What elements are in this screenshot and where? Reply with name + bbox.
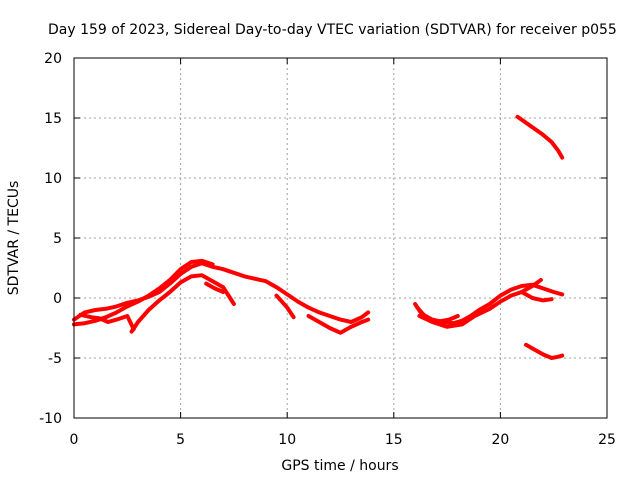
series-track-9 bbox=[417, 278, 543, 329]
series-track-5 bbox=[204, 281, 226, 294]
series-track-3 bbox=[78, 312, 136, 332]
x-axis-label: GPS time / hours bbox=[281, 458, 398, 474]
series-track-7 bbox=[306, 314, 371, 335]
series-track-11 bbox=[519, 290, 554, 303]
y-tick-label: 0 bbox=[53, 291, 62, 307]
x-tick-label: 0 bbox=[70, 432, 79, 448]
series-track-1 bbox=[72, 261, 371, 324]
data-series bbox=[72, 114, 565, 360]
x-tick-label: 25 bbox=[598, 432, 616, 448]
series-track-10 bbox=[415, 305, 460, 324]
plot-frame bbox=[73, 57, 608, 419]
y-tick-label: -10 bbox=[39, 411, 62, 427]
series-track-12 bbox=[515, 114, 565, 160]
series-track-2 bbox=[72, 258, 215, 327]
y-tick-label: 15 bbox=[44, 111, 62, 127]
x-tick-label: 5 bbox=[176, 432, 185, 448]
x-tick-label: 10 bbox=[278, 432, 296, 448]
x-tick-label: 20 bbox=[491, 432, 509, 448]
axis-ticks: 0 5 10 15 20 25 -10 -5 0 5 10 15 20 bbox=[39, 51, 616, 448]
y-tick-label: 20 bbox=[44, 51, 62, 67]
chart-title: Day 159 of 2023, Sidereal Day-to-day VTE… bbox=[48, 22, 617, 38]
series-track-6 bbox=[274, 293, 296, 320]
series-track-8 bbox=[413, 282, 565, 326]
y-tick-label: 5 bbox=[53, 231, 62, 247]
y-axis-label: SDTVAR / TECUs bbox=[6, 181, 22, 296]
y-tick-label: 10 bbox=[44, 171, 62, 187]
series-track-4 bbox=[129, 273, 236, 334]
x-tick-label: 15 bbox=[385, 432, 403, 448]
series-track-13 bbox=[524, 342, 565, 360]
y-tick-label: -5 bbox=[48, 351, 62, 367]
gridlines bbox=[74, 58, 607, 418]
